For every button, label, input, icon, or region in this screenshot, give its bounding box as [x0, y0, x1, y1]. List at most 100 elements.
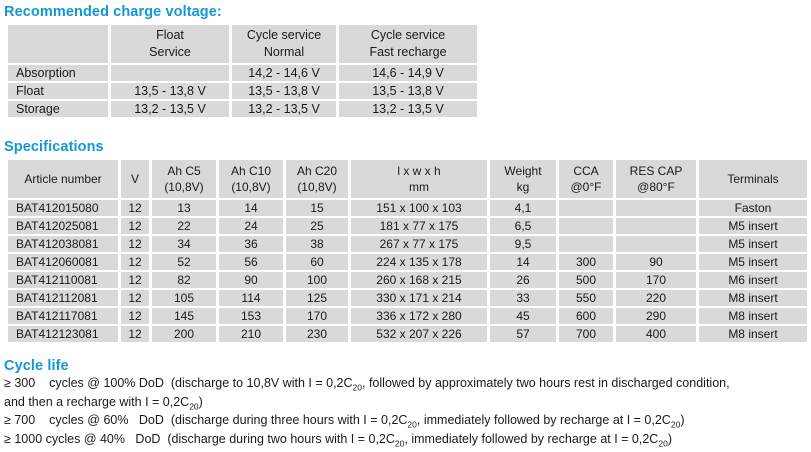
charge-row-float: Float 13,5 - 13,8 V 13,5 - 13,8 V 13,5 -… [8, 83, 477, 101]
article-number-cell: BAT412015080 [8, 200, 121, 218]
specs-row: BAT412110081 12 82 90 100 260 x 168 x 21… [8, 272, 807, 290]
specs-row: BAT412038081 12 34 36 38 267 x 77 x 175 … [8, 236, 807, 254]
specs-cell: 12 [121, 200, 152, 218]
specs-cell: 26 [490, 272, 559, 290]
charge-voltage-table: Float Service Cycle service Normal Cycle… [8, 25, 477, 119]
charge-cell: 14,6 - 14,9 V [339, 65, 477, 83]
charge-cell: 14,2 - 14,6 V [232, 65, 339, 83]
specs-cell: 12 [121, 254, 152, 272]
specs-cell [616, 200, 699, 218]
specs-cell: 181 x 77 x 175 [351, 218, 490, 236]
charge-cell: 13,5 - 13,8 V [339, 83, 477, 101]
article-number-cell: BAT412117081 [8, 308, 121, 326]
specs-cell: 220 [616, 290, 699, 308]
article-number-cell: BAT412038081 [8, 236, 121, 254]
specs-cell: 224 x 135 x 178 [351, 254, 490, 272]
article-number-cell: BAT412112081 [8, 290, 121, 308]
specs-cell: 57 [490, 326, 559, 344]
specs-row: BAT412015080 12 13 14 15 151 x 100 x 103… [8, 200, 807, 218]
article-number-cell: BAT412110081 [8, 272, 121, 290]
specs-cell: 90 [219, 272, 286, 290]
specs-cell: 60 [286, 254, 351, 272]
specs-cell: 151 x 100 x 103 [351, 200, 490, 218]
charge-voltage-heading: Recommended charge voltage: [4, 4, 222, 20]
specs-cell: M5 insert [699, 218, 807, 236]
cycle-life-line: ≥ 1000 cycles @ 40% DoD (discharge durin… [4, 431, 672, 448]
specs-cell: 330 x 171 x 214 [351, 290, 490, 308]
specs-cell: 36 [219, 236, 286, 254]
charge-cell [111, 65, 232, 83]
specs-cell: 25 [286, 218, 351, 236]
specs-cell [559, 200, 616, 218]
specs-header-voltage: V [121, 160, 152, 200]
specs-cell: 550 [559, 290, 616, 308]
specs-cell: M8 insert [699, 326, 807, 344]
specs-cell: Faston [699, 200, 807, 218]
specs-cell: 22 [152, 218, 219, 236]
specs-cell: 260 x 168 x 215 [351, 272, 490, 290]
specs-cell: 170 [616, 272, 699, 290]
specs-cell [616, 236, 699, 254]
cycle-life-section: Cycle life ≥ 300 cycles @ 100% DoD (disc… [4, 358, 811, 448]
article-number-cell: BAT412123081 [8, 326, 121, 344]
charge-cell: 13,5 - 13,8 V [232, 83, 339, 101]
specs-cell: 12 [121, 272, 152, 290]
specs-header-weight: Weight kg [490, 160, 559, 200]
charge-cell: 13,2 - 13,5 V [111, 101, 232, 119]
specs-cell: 56 [219, 254, 286, 272]
specs-cell: 170 [286, 308, 351, 326]
specs-header-ah-c5: Ah C5 (10,8V) [152, 160, 219, 200]
specs-cell: 24 [219, 218, 286, 236]
cycle-life-heading: Cycle life [4, 358, 69, 374]
specs-cell: 300 [559, 254, 616, 272]
specs-cell: 12 [121, 236, 152, 254]
specs-cell: 290 [616, 308, 699, 326]
cycle-life-line: ≥ 300 cycles @ 100% DoD (discharge to 10… [4, 376, 730, 393]
specs-cell: 267 x 77 x 175 [351, 236, 490, 254]
specs-cell: 12 [121, 308, 152, 326]
specs-cell: 210 [219, 326, 286, 344]
specs-cell: 12 [121, 218, 152, 236]
specs-cell: 4,1 [490, 200, 559, 218]
specs-cell: M6 insert [699, 272, 807, 290]
specifications-heading: Specifications [4, 139, 104, 155]
specs-cell: 700 [559, 326, 616, 344]
specs-cell: 15 [286, 200, 351, 218]
specs-cell: 34 [152, 236, 219, 254]
specs-cell: 500 [559, 272, 616, 290]
specs-cell: 153 [219, 308, 286, 326]
specifications-table: Article number V Ah C5 (10,8V) Ah C10 (10,… [8, 160, 807, 344]
specs-cell: 105 [152, 290, 219, 308]
specs-header-ah-c10: Ah C10 (10,8V) [219, 160, 286, 200]
cycle-life-line: and then a recharge with I = 0,2C20) [4, 394, 203, 411]
cycle-life-line: ≥ 700 cycles @ 60% DoD (discharge during… [4, 413, 685, 430]
specs-header-cca: CCA @0°F [559, 160, 616, 200]
specs-header-ah-c20: Ah C20 (10,8V) [286, 160, 351, 200]
specs-header-dimensions: l x w x h mm [351, 160, 490, 200]
specs-cell: 230 [286, 326, 351, 344]
specs-cell: 82 [152, 272, 219, 290]
specs-cell: M5 insert [699, 236, 807, 254]
specs-header-terminals: Terminals [699, 160, 807, 200]
specs-cell: 52 [152, 254, 219, 272]
specs-cell [616, 218, 699, 236]
specs-row: BAT412117081 12 145 153 170 336 x 172 x … [8, 308, 807, 326]
specs-cell: 125 [286, 290, 351, 308]
specs-header-res-cap: RES CAP @80°F [616, 160, 699, 200]
charge-header-float-service: Float Service [111, 25, 232, 65]
specs-cell: 12 [121, 290, 152, 308]
specs-cell: 14 [490, 254, 559, 272]
charge-row-absorption: Absorption 14,2 - 14,6 V 14,6 - 14,9 V [8, 65, 477, 83]
specs-cell: 400 [616, 326, 699, 344]
specs-cell: 45 [490, 308, 559, 326]
specs-cell: 14 [219, 200, 286, 218]
specs-cell: M8 insert [699, 290, 807, 308]
charge-table-header-row: Float Service Cycle service Normal Cycle… [8, 25, 477, 65]
specs-cell: M5 insert [699, 254, 807, 272]
specs-cell: 145 [152, 308, 219, 326]
specs-cell: 33 [490, 290, 559, 308]
article-number-cell: BAT412060081 [8, 254, 121, 272]
specs-cell: 100 [286, 272, 351, 290]
charge-cell: 13,2 - 13,5 V [232, 101, 339, 119]
